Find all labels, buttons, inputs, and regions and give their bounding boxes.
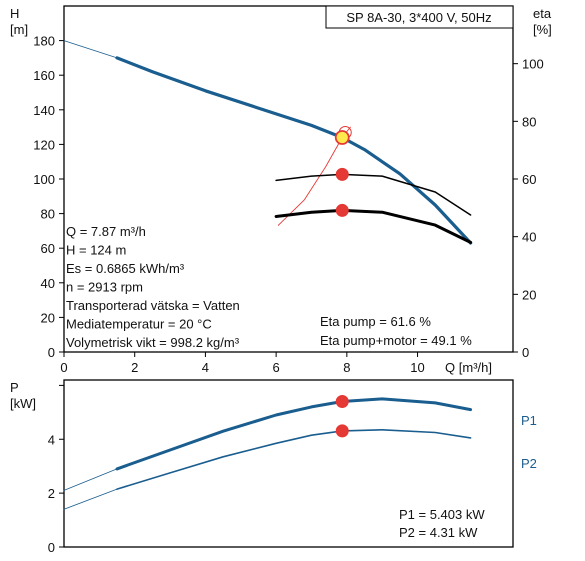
left-axis-unit: [m] [10,22,28,37]
top-series-thick [115,56,473,245]
power-series-p1 [115,397,473,471]
series-label-p1: P1 [521,413,537,428]
left-tick-label: 60 [41,241,55,256]
left-tick-label: 80 [41,207,55,222]
left-tick-label: 0 [48,345,55,360]
left-tick-label: 120 [33,137,55,152]
power-series-p2 [116,428,472,490]
power-readout-line: P2 = 4.31 kW [399,525,478,540]
right-axis-unit: [%] [533,22,552,37]
left-tick-label: 20 [41,310,55,325]
power-point-marker [335,424,349,438]
right-tick-label: 20 [522,287,536,302]
left-axis-label: H [10,6,19,21]
right-tick-label: 0 [522,345,529,360]
eta-readout-line: Eta pump+motor = 49.1 % [320,333,472,348]
right-tick-label: 40 [522,230,536,245]
top-series-eta-total [274,208,473,244]
x-tick-label: 2 [131,360,138,375]
info-box [65,220,278,351]
power-readout-line: P1 = 5.403 kW [399,507,485,522]
power-axis-label: P [10,380,19,395]
power-series-p1 [63,468,118,491]
bottom-plot-frame [63,379,514,548]
x-tick-label: 6 [273,360,280,375]
left-tick-label: 40 [41,276,55,291]
info-line: Mediatemperatur = 20 °C [66,317,212,332]
power-point-marker [335,394,349,408]
right-tick-label: 100 [522,57,544,72]
title-box [325,5,514,29]
power-tick-label: 4 [48,432,55,447]
top-series-thin [63,40,118,59]
top-series-eta-pump [275,173,472,216]
x-tick-label: 10 [410,360,424,375]
eta-point-marker [335,203,349,217]
power-tick-label: 2 [48,486,55,501]
series-label-p2: P2 [521,456,537,471]
left-tick-label: 180 [33,34,55,49]
x-axis-label: Q [m³/h] [445,360,492,375]
right-tick-label: 60 [522,172,536,187]
info-line: Es = 0.6865 kWh/m³ [66,261,185,276]
eta-readout-line: Eta pump = 61.6 % [320,314,431,329]
power-axis-unit: [kW] [10,396,36,411]
left-tick-label: 100 [33,172,55,187]
x-tick-label: 8 [343,360,350,375]
left-tick-label: 140 [33,103,55,118]
info-line: n = 2913 rpm [66,280,143,295]
chart-title: SP 8A-30, 3*400 V, 50Hz [346,10,491,25]
power-tick-label: 0 [48,540,55,555]
power-series-p2 [63,488,118,510]
duty-point-marker [334,130,350,145]
right-axis-label: eta [533,6,552,21]
eta-point-marker [335,167,349,181]
x-tick-label: 4 [202,360,209,375]
x-tick-label: 0 [60,360,67,375]
left-tick-label: 160 [33,68,55,83]
right-tick-label: 80 [522,114,536,129]
info-line: Volymetrisk vikt = 998.2 kg/m³ [66,335,240,350]
info-line: Q = 7.87 m³/h [66,224,146,239]
info-line: Transporterad vätska = Vatten [66,298,240,313]
info-line: H = 124 m [66,243,126,258]
